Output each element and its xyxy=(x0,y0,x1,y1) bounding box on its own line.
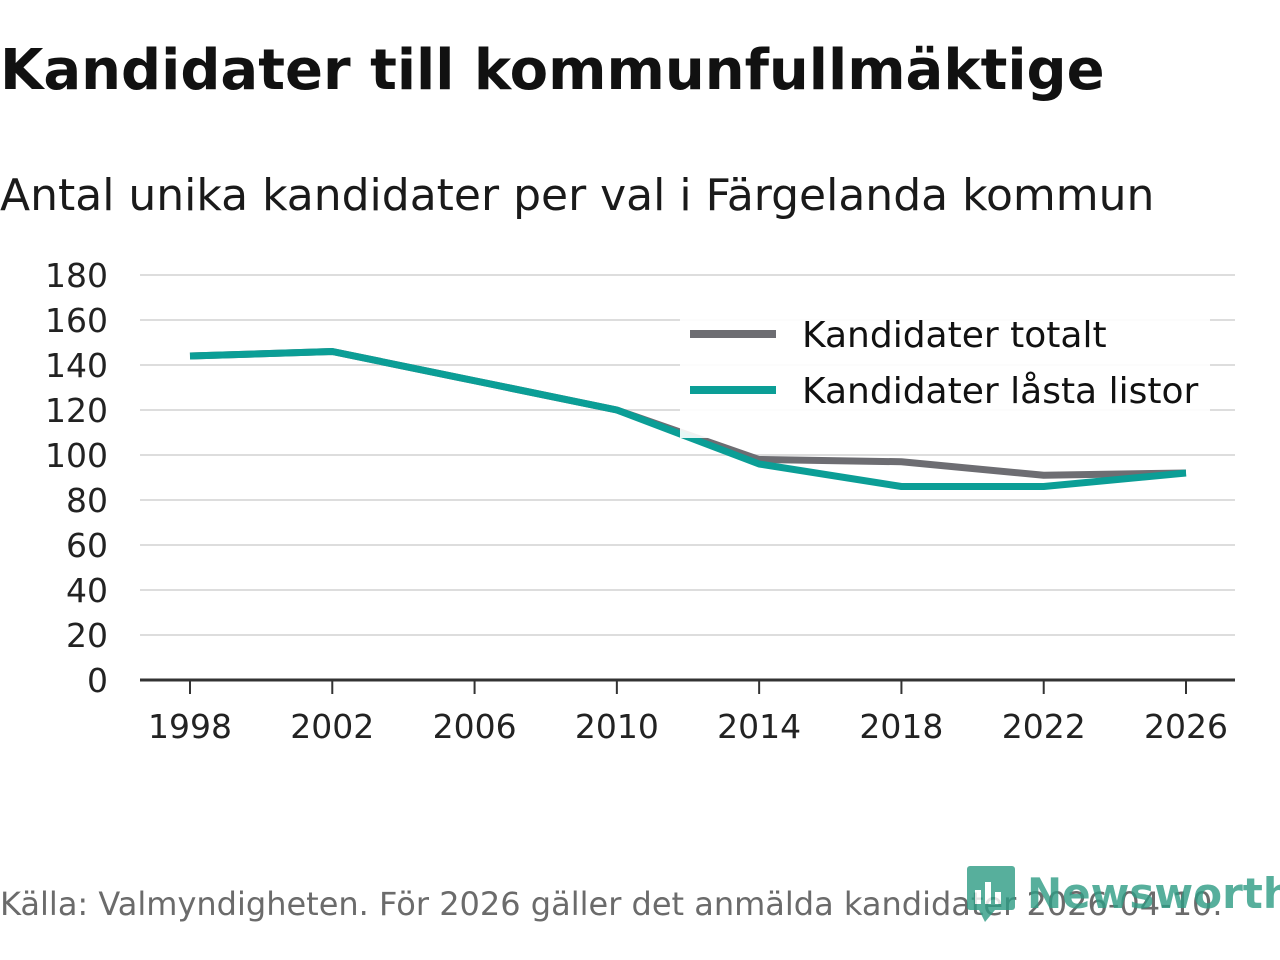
y-tick-label: 140 xyxy=(45,346,108,385)
x-tick-label: 2026 xyxy=(1144,707,1228,746)
y-tick-label: 180 xyxy=(45,256,108,295)
x-tick-label: 2014 xyxy=(717,707,801,746)
chart-title: Kandidater till kommunfullmäktige xyxy=(0,38,1105,103)
y-tick-label: 0 xyxy=(87,661,108,700)
newsworthy-logo-icon xyxy=(967,866,1015,922)
source-note: Källa: Valmyndigheten. För 2026 gäller d… xyxy=(0,885,1223,923)
x-tick-label: 2022 xyxy=(1002,707,1086,746)
legend-label: Kandidater totalt xyxy=(802,315,1107,356)
x-tick-label: 1998 xyxy=(148,707,232,746)
x-tick-label: 2010 xyxy=(575,707,659,746)
x-tick-label: 2018 xyxy=(859,707,943,746)
brand-name: Newsworthy xyxy=(1027,868,1280,918)
y-tick-label: 160 xyxy=(45,301,108,340)
y-tick-label: 100 xyxy=(45,436,108,475)
y-tick-label: 60 xyxy=(66,526,108,565)
y-tick-label: 40 xyxy=(66,571,108,610)
y-tick-label: 20 xyxy=(66,616,108,655)
y-tick-label: 80 xyxy=(66,481,108,520)
x-tick-label: 2002 xyxy=(290,707,374,746)
x-tick-label: 2006 xyxy=(433,707,517,746)
chart-subtitle: Antal unika kandidater per val i Färgela… xyxy=(0,170,1155,221)
legend-label: Kandidater låsta listor xyxy=(802,371,1198,412)
y-tick-label: 120 xyxy=(45,391,108,430)
brand-logo: Newsworthy xyxy=(965,862,1280,924)
